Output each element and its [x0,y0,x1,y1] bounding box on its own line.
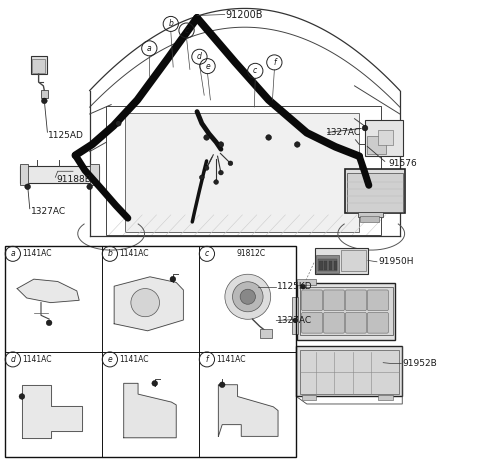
Circle shape [228,161,233,166]
Circle shape [19,394,25,399]
Text: 91952B: 91952B [402,359,437,368]
FancyBboxPatch shape [334,261,337,270]
FancyBboxPatch shape [341,250,366,271]
FancyBboxPatch shape [346,290,366,311]
Text: 1327AC: 1327AC [326,128,361,137]
FancyBboxPatch shape [315,248,368,274]
Polygon shape [114,277,183,331]
FancyBboxPatch shape [347,173,403,211]
Circle shape [170,276,176,282]
Circle shape [214,180,218,185]
Text: 1125AD: 1125AD [48,131,84,140]
Text: 1141AC: 1141AC [120,355,149,364]
FancyBboxPatch shape [296,346,402,396]
FancyBboxPatch shape [329,261,332,270]
FancyBboxPatch shape [367,312,388,333]
FancyBboxPatch shape [301,312,323,333]
Circle shape [116,120,121,126]
FancyBboxPatch shape [365,119,403,156]
Circle shape [25,184,31,190]
FancyBboxPatch shape [319,261,323,270]
FancyBboxPatch shape [90,164,99,185]
FancyBboxPatch shape [345,169,405,213]
Text: f: f [273,58,276,67]
Circle shape [46,320,52,326]
Circle shape [362,125,368,131]
Circle shape [225,274,271,319]
FancyBboxPatch shape [260,329,272,337]
FancyBboxPatch shape [301,290,323,311]
Text: a: a [147,44,152,53]
Polygon shape [22,385,82,438]
FancyBboxPatch shape [359,211,383,217]
Text: 91200B: 91200B [226,9,263,19]
Text: 1327AC: 1327AC [277,316,312,325]
FancyBboxPatch shape [324,261,327,270]
FancyBboxPatch shape [378,130,393,144]
Text: b: b [168,19,173,28]
FancyBboxPatch shape [33,59,45,73]
Circle shape [199,175,204,180]
Text: e: e [108,355,112,364]
Text: 1327AC: 1327AC [31,207,66,216]
Circle shape [266,135,272,140]
Text: d: d [11,355,15,364]
Text: f: f [205,355,208,364]
FancyBboxPatch shape [367,290,388,311]
Text: 91950H: 91950H [378,257,414,266]
FancyBboxPatch shape [318,259,337,271]
Text: b: b [108,249,112,258]
FancyBboxPatch shape [31,56,47,74]
Text: e: e [205,62,210,71]
Text: a: a [11,249,15,258]
FancyBboxPatch shape [41,90,48,98]
FancyBboxPatch shape [297,279,316,285]
Circle shape [131,288,159,317]
Circle shape [293,318,298,323]
Text: d: d [197,52,202,61]
Circle shape [218,170,223,175]
FancyBboxPatch shape [360,216,379,222]
Text: 1141AC: 1141AC [216,355,246,364]
Polygon shape [218,385,278,436]
FancyBboxPatch shape [324,312,345,333]
Text: c: c [184,26,189,35]
FancyBboxPatch shape [291,297,298,334]
FancyBboxPatch shape [378,395,393,400]
Circle shape [219,382,225,388]
Text: c: c [253,67,257,76]
FancyBboxPatch shape [302,395,316,400]
FancyBboxPatch shape [324,290,345,311]
Circle shape [204,166,209,170]
Circle shape [152,380,157,386]
Text: 1125KD: 1125KD [277,282,313,291]
Text: 1141AC: 1141AC [120,249,149,258]
Circle shape [218,142,224,147]
Circle shape [232,282,263,312]
Text: 1141AC: 1141AC [23,355,52,364]
FancyBboxPatch shape [125,113,360,232]
FancyBboxPatch shape [297,283,395,340]
Polygon shape [17,279,79,303]
Circle shape [204,135,209,140]
FancyBboxPatch shape [300,350,399,394]
Circle shape [240,289,255,304]
Circle shape [87,184,93,190]
Text: 91188B: 91188B [56,175,91,184]
FancyBboxPatch shape [346,312,366,333]
Circle shape [300,284,305,289]
Circle shape [294,142,300,147]
FancyBboxPatch shape [316,255,339,273]
FancyBboxPatch shape [20,164,28,185]
Text: 1141AC: 1141AC [23,249,52,258]
Circle shape [41,98,47,104]
Polygon shape [124,383,176,438]
Text: 91576: 91576 [388,159,417,168]
Text: 91812C: 91812C [236,249,265,258]
FancyBboxPatch shape [300,287,393,335]
FancyBboxPatch shape [21,166,99,184]
Text: c: c [205,249,209,258]
FancyBboxPatch shape [367,135,386,154]
